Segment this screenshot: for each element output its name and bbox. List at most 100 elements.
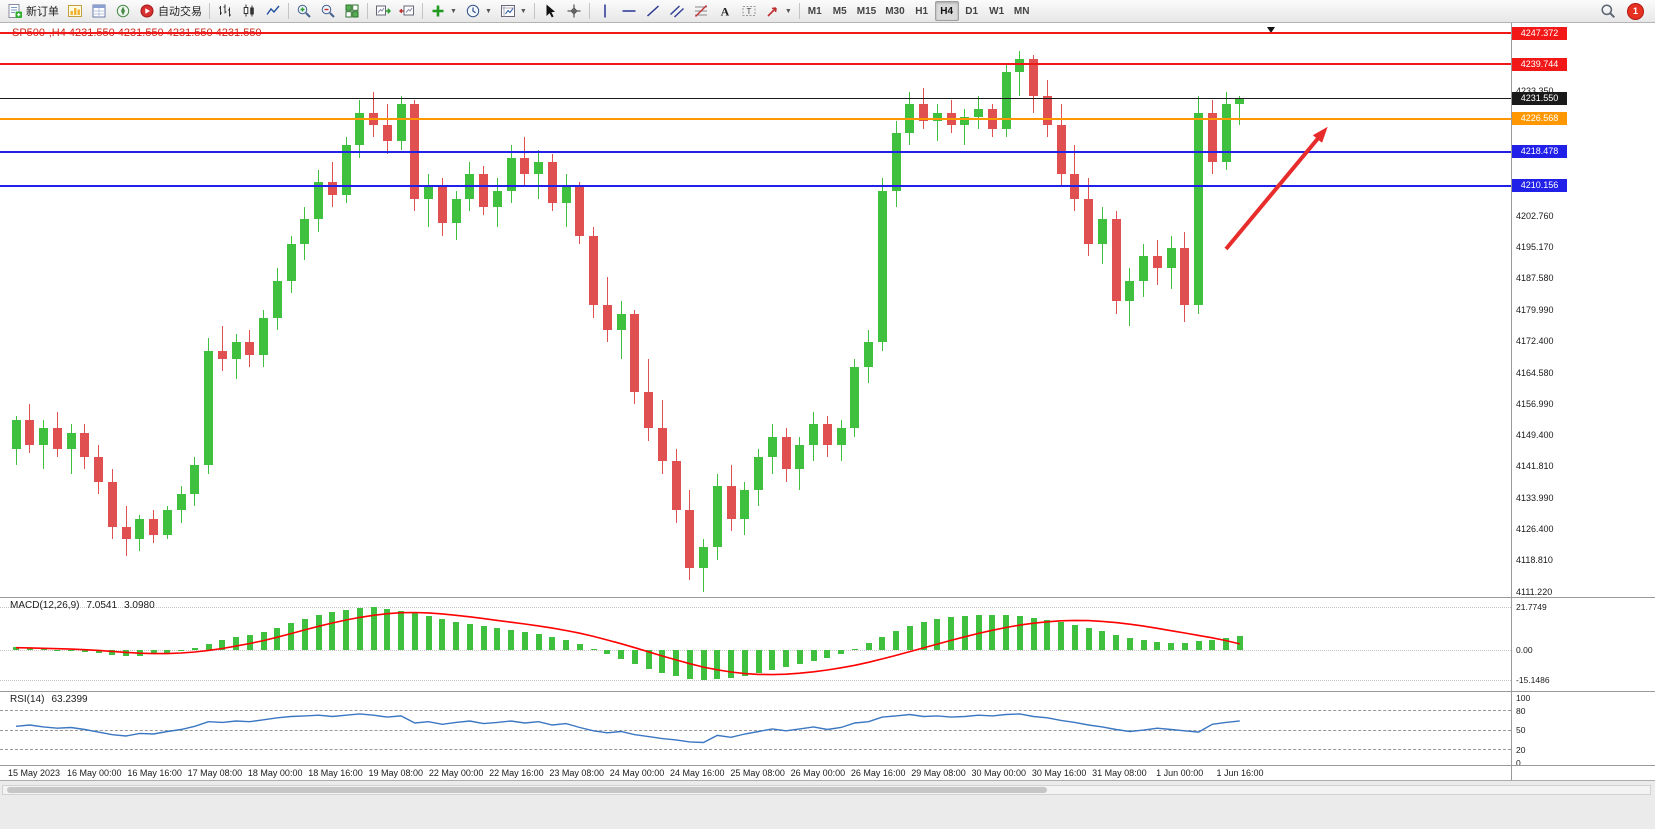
- add-indicator-button[interactable]: ▼: [426, 1, 461, 21]
- charts-profile-button[interactable]: [63, 1, 87, 21]
- timeframe-button-h1[interactable]: H1: [910, 1, 934, 21]
- price-axis-separator: [1511, 23, 1512, 780]
- timeframe-button-mn[interactable]: MN: [1010, 1, 1034, 21]
- candle-body: [754, 457, 763, 490]
- new-order-button[interactable]: 新订单: [3, 1, 63, 21]
- macd-histogram-bar: [631, 650, 638, 664]
- label-tool-button[interactable]: T: [737, 1, 761, 21]
- timeframe-button-w1[interactable]: W1: [985, 1, 1009, 21]
- auto-scroll-button[interactable]: [371, 1, 395, 21]
- data-window-button[interactable]: [87, 1, 111, 21]
- macd-histogram-bar: [411, 613, 418, 651]
- macd-pane-splitter[interactable]: [0, 597, 1655, 598]
- candle-body: [437, 186, 447, 224]
- candle-wick: [1239, 96, 1241, 125]
- macd-histogram-bar: [123, 650, 129, 656]
- timeframe-button-m15[interactable]: M15: [853, 1, 880, 21]
- timeframe-button-m5[interactable]: M5: [828, 1, 852, 21]
- timeframe-group: M1 M5 M15 M30 H1 H4 D1 W1 MN: [803, 1, 1034, 21]
- autotrade-button[interactable]: 自动交易: [135, 1, 206, 21]
- template-icon: [500, 5, 515, 17]
- crosshair-tool-button[interactable]: [562, 1, 586, 21]
- candle-body: [534, 161, 543, 175]
- candle-body: [630, 313, 640, 392]
- price-axis-label: 4118.810: [1516, 555, 1553, 566]
- search-button[interactable]: [1596, 1, 1620, 21]
- timeframe-button-h4[interactable]: H4: [934, 1, 959, 21]
- timeframe-button-m1[interactable]: M1: [803, 1, 827, 21]
- navigator-button[interactable]: [111, 1, 135, 21]
- zoom-in-button[interactable]: [292, 1, 316, 21]
- toolbar-separator: [422, 3, 423, 19]
- fibonacci-tool-button[interactable]: [689, 1, 713, 21]
- candle-body: [891, 133, 901, 191]
- macd-histogram-bar: [219, 640, 226, 651]
- notification-badge[interactable]: 1: [1627, 2, 1644, 20]
- macd-histogram-bar: [370, 606, 377, 651]
- macd-histogram-bar: [1058, 621, 1064, 651]
- templates-button[interactable]: ▼: [496, 1, 531, 21]
- fibonacci-icon: [694, 5, 707, 17]
- candle-body: [1221, 104, 1231, 162]
- bar-chart-type-button[interactable]: [213, 1, 237, 21]
- candle-body: [974, 108, 983, 117]
- line-chart-type-button[interactable]: [261, 1, 285, 21]
- horizontal-line-tool-button[interactable]: [617, 1, 641, 21]
- macd-axis-label: -15.1486: [1516, 675, 1550, 685]
- macd-histogram-bar: [301, 619, 308, 651]
- timeframe-button-m30[interactable]: M30: [881, 1, 908, 21]
- text-tool-button[interactable]: A: [713, 1, 737, 21]
- macd-histogram-bar: [384, 608, 391, 651]
- chart-shift-button[interactable]: [395, 1, 419, 21]
- candle-body: [795, 444, 805, 470]
- zoom-out-button[interactable]: [316, 1, 340, 21]
- candle-body: [836, 428, 846, 445]
- macd-histogram-bar: [728, 650, 734, 678]
- text-label-icon: T: [742, 6, 756, 16]
- horizontal-scrollbar[interactable]: [2, 785, 1651, 795]
- candle-body: [424, 186, 433, 199]
- chevron-down-icon: ▼: [519, 7, 527, 15]
- tile-windows-button[interactable]: [340, 1, 364, 21]
- toolbar-separator: [367, 3, 368, 19]
- toolbar-right-group: 1: [1596, 1, 1652, 21]
- cursor-tool-button[interactable]: [538, 1, 562, 21]
- crosshair-icon: [567, 4, 581, 18]
- timeframe-button-d1[interactable]: D1: [960, 1, 984, 21]
- price-axis-label: 4164.580: [1516, 367, 1554, 378]
- trendline-tool-button[interactable]: [641, 1, 665, 21]
- periods-button[interactable]: ▼: [461, 1, 496, 21]
- candle-wick: [43, 420, 44, 470]
- macd-histogram-bar: [618, 650, 624, 659]
- candle-body: [932, 112, 942, 121]
- horizontal-scrollbar-thumb[interactable]: [7, 787, 1047, 793]
- candle-wick: [538, 149, 539, 199]
- candle-body: [919, 104, 928, 121]
- macd-indicator-label: MACD(12,26,9) 7.0541 3.0980: [10, 600, 155, 611]
- candle-wick: [1019, 51, 1021, 97]
- macd-histogram-bar: [796, 650, 803, 664]
- price-axis-label: 4179.990: [1516, 304, 1554, 315]
- candle-body: [80, 432, 90, 458]
- new-order-icon: [8, 4, 22, 18]
- macd-histogram-bar: [576, 644, 583, 651]
- candlestick-chart-type-button[interactable]: [237, 1, 261, 21]
- candle-body: [52, 428, 62, 449]
- rsi-pane-splitter[interactable]: [0, 691, 1655, 692]
- arrows-tool-button[interactable]: ▼: [761, 1, 796, 21]
- candle-body: [11, 420, 21, 449]
- macd-histogram-bar: [1154, 642, 1161, 651]
- channel-tool-button[interactable]: [665, 1, 689, 21]
- macd-histogram-bar: [535, 634, 542, 651]
- candle-body: [217, 350, 227, 359]
- svg-text:A: A: [720, 5, 729, 19]
- candle-body: [1139, 256, 1148, 281]
- svg-text:T: T: [746, 7, 751, 16]
- macd-grid-line: [0, 680, 1511, 681]
- macd-histogram-bar: [563, 640, 569, 651]
- macd-histogram-bar: [1223, 638, 1229, 651]
- chart-corner-dropdown-icon[interactable]: [1267, 27, 1275, 33]
- vertical-line-tool-button[interactable]: [593, 1, 617, 21]
- candle-body: [850, 366, 860, 429]
- candle-body: [382, 124, 392, 142]
